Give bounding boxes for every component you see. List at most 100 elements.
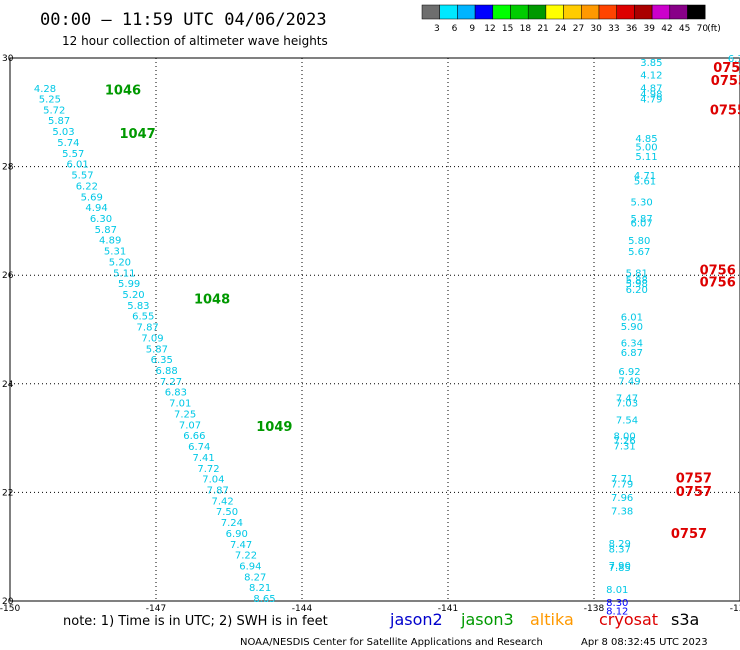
swh-value-label: 4.98 <box>640 90 662 101</box>
colorbar-label: 70 <box>697 24 709 34</box>
swh-value-label: 6.66 <box>183 431 205 442</box>
colorbar-label: 36 <box>626 24 638 34</box>
colorbar-label: 30 <box>590 24 602 34</box>
swh-value-label: 7.71 <box>611 474 633 485</box>
swh-value-label: 6.01 <box>621 312 643 323</box>
swh-value-label: 8.00 <box>613 432 635 443</box>
colorbar-label: 24 <box>555 24 567 34</box>
colorbar-swatch <box>563 4 582 20</box>
swh-value-label: 4.79 <box>640 95 662 106</box>
swh-value-label: 4.89 <box>99 236 121 247</box>
swh-value-label: 6.94 <box>239 562 261 573</box>
legend-jason2: jason2 <box>389 610 443 629</box>
x-tick-label: -147 <box>146 604 166 614</box>
swh-value-label: 8.12 <box>606 607 628 618</box>
swh-value-label: 5.80 <box>628 236 650 247</box>
legend-cryosat: cryosat <box>599 610 658 629</box>
swh-value-label: 5.00 <box>635 142 657 153</box>
colorbar-label: 3 <box>434 24 440 34</box>
colorbar-label: 9 <box>469 24 475 34</box>
legend-jason3: jason3 <box>460 610 514 629</box>
pass-label: 0755 <box>711 74 740 89</box>
plot-frame <box>9 57 740 602</box>
swh-value-label: 5.31 <box>104 247 126 258</box>
swh-value-label: 7.01 <box>169 399 191 410</box>
grid-lines <box>10 58 740 601</box>
colorbar-label: 33 <box>608 24 619 34</box>
pass-label: 0756 <box>700 276 736 291</box>
swh-value-label: 5.57 <box>62 149 84 160</box>
swh-value-label: 4.94 <box>85 203 107 214</box>
pass-label: 0757 <box>676 472 712 487</box>
swh-value-label: 7.25 <box>174 409 196 420</box>
y-tick-label: 30 <box>2 54 14 64</box>
swh-value-label: 8.21 <box>249 583 271 594</box>
pass-label: 0755 <box>710 103 740 118</box>
swh-value-label: 7.42 <box>211 496 233 507</box>
generated-timestamp: Apr 8 08:32:45 UTC 2023 <box>581 637 708 648</box>
swh-value-label: 6.34 <box>621 338 643 349</box>
y-tick-label: 26 <box>2 271 14 281</box>
swh-value-label: 6.20 <box>626 285 648 296</box>
colorbar-label: 15 <box>502 24 513 34</box>
swh-value-label: 5.72 <box>43 105 65 116</box>
swh-value-label: 5.57 <box>71 171 93 182</box>
x-tick-label: -144 <box>292 604 313 614</box>
legend-s3a: s3a <box>671 610 699 629</box>
x-tick-label: -150 <box>0 604 20 614</box>
pass-label: 1049 <box>256 420 292 435</box>
swh-value-label: 5.87 <box>95 225 117 236</box>
swh-value-label: 6.83 <box>165 388 187 399</box>
swh-value-label: 5.61 <box>634 177 656 188</box>
swh-value-label: 6.55 <box>132 312 154 323</box>
colorbar-swatch <box>598 4 617 20</box>
swh-value-label: 7.03 <box>616 399 638 410</box>
swh-value-label: 7.04 <box>202 475 224 486</box>
x-tick-label: -135 <box>730 604 740 614</box>
swh-value-label: 5.30 <box>631 198 653 209</box>
swh-value-label: 5.67 <box>628 247 650 258</box>
colorbar-swatch <box>421 4 440 20</box>
swh-value-label: 3.85 <box>640 58 662 69</box>
pass-label: 0757 <box>676 485 712 500</box>
satellite-legend: jason2 jason3 altika cryosat s3a <box>389 610 699 629</box>
swh-value-label: 6.92 <box>618 367 640 378</box>
y-tick-label: 24 <box>2 380 14 390</box>
axis-ticks: -150 -147 -144 -141 -138 -135 20 22 24 26 28 30 <box>0 54 740 614</box>
colorbar-unit: (ft) <box>707 24 721 34</box>
swh-value-label: 8.30 <box>606 598 628 609</box>
swh-value-label: 4.28 <box>34 84 56 95</box>
swh-value-label: 7.49 <box>618 376 640 387</box>
x-tick-label: -138 <box>584 604 605 614</box>
swh-value-label: 7.47 <box>616 394 638 405</box>
swh-value-label: 4.12 <box>640 71 662 82</box>
colorbar-swatch <box>651 4 671 20</box>
legend-altika: altika <box>530 610 574 629</box>
swh-value-label: 6.07 <box>631 218 653 229</box>
swh-points: 4.285.255.725.875.035.745.576.015.576.22… <box>34 54 740 618</box>
pass-label: 1048 <box>194 292 230 307</box>
swh-value-label: 5.69 <box>81 192 103 203</box>
swh-value-label: 5.87 <box>48 116 70 127</box>
colorbar-swatch <box>439 4 458 20</box>
colorbar-label: 21 <box>537 24 548 34</box>
pass-labels: 1046104710481049075407550755075607560757… <box>105 61 740 542</box>
y-tick-label: 22 <box>2 488 13 498</box>
colorbar-swatch <box>687 4 706 20</box>
swh-value-label: 5.11 <box>113 268 135 279</box>
swh-value-label: 7.26 <box>613 436 635 447</box>
swh-value-label: 4.71 <box>634 171 656 182</box>
colorbar-label: 12 <box>484 24 495 34</box>
swh-value-label: 4.85 <box>635 134 657 145</box>
swh-value-label: 6.30 <box>90 214 112 225</box>
pass-label: 0757 <box>671 527 707 542</box>
colorbar-swatch <box>634 4 653 20</box>
swh-value-label: 8.01 <box>606 585 628 596</box>
swh-value-label: 7.87 <box>207 485 229 496</box>
swh-value-label: 7.27 <box>160 377 182 388</box>
y-tick-label: 20 <box>2 597 14 607</box>
colorbar-swatch <box>527 4 547 20</box>
colorbar-swatch <box>510 4 529 20</box>
colorbar-label: 18 <box>520 24 532 34</box>
